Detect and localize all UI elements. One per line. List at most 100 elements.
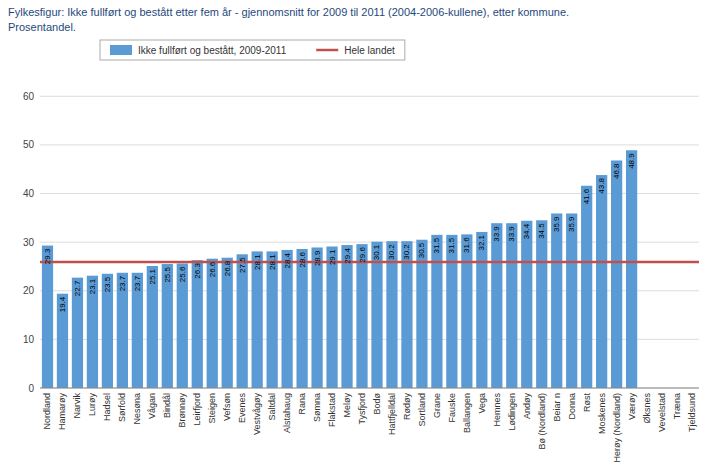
bar	[192, 260, 203, 388]
data-label: 23.7	[133, 275, 142, 291]
bar	[551, 213, 562, 388]
data-label: 28.1	[253, 254, 262, 270]
y-tick-label: 30	[23, 237, 35, 248]
x-axis-line	[40, 388, 699, 389]
x-tick-label: Narvik	[72, 393, 82, 419]
grid-line	[40, 388, 699, 389]
x-tick-label: Vefsøn	[222, 393, 232, 421]
data-label: 25.5	[163, 266, 172, 282]
bar	[581, 186, 592, 388]
data-label: 26.6	[208, 261, 217, 277]
x-tick-label: Moskenes	[597, 393, 607, 435]
x-tick-label: Vågan	[147, 393, 157, 419]
y-tick-label: 60	[23, 91, 35, 102]
x-tick-label: Beiar n	[552, 393, 562, 422]
x-tick-label: Sømna	[312, 393, 322, 422]
bar	[296, 249, 307, 388]
bar	[252, 251, 263, 388]
legend-frame	[100, 40, 405, 60]
x-tick-label: Tjeldsund	[687, 393, 697, 432]
x-tick-label: Fauske	[447, 393, 457, 423]
data-label: 33.9	[507, 226, 516, 242]
data-label: 23.1	[88, 278, 97, 294]
legend-swatch	[316, 49, 338, 52]
data-label: 26.3	[193, 263, 202, 279]
x-tick-label: Hadsel	[102, 393, 112, 421]
data-label: 22.7	[73, 280, 82, 296]
data-label: 32.1	[477, 234, 486, 250]
data-label: 30.1	[372, 244, 381, 260]
legend-swatch	[110, 45, 132, 55]
x-tick-label: Andøy	[522, 393, 532, 420]
data-label: 27.5	[238, 257, 247, 273]
bar	[267, 251, 278, 388]
bar	[42, 246, 53, 388]
bar	[326, 247, 337, 388]
x-tick-label: Øksnes	[642, 393, 652, 424]
x-tick-label: Vevelstad	[657, 393, 667, 432]
y-tick-label: 40	[23, 188, 35, 199]
legend-label: Ikke fullført og bestått, 2009-2011	[138, 45, 287, 56]
legend: Ikke fullført og bestått, 2009-2011 Hele …	[100, 40, 405, 60]
bar	[461, 234, 472, 388]
data-label: 29.3	[43, 248, 52, 264]
data-label: 19.4	[58, 296, 67, 312]
data-label: 26.8	[223, 260, 232, 276]
bar	[282, 250, 293, 388]
x-tick-label: Herøy (Nordland)	[612, 393, 622, 463]
data-label: 30.2	[387, 244, 396, 260]
data-label: 28.4	[283, 252, 292, 268]
x-tick-label: Hamarøy	[57, 393, 67, 431]
data-label: 31.6	[462, 237, 471, 253]
x-tick-label: Grane	[432, 393, 442, 418]
bar	[57, 294, 68, 388]
x-tick-label: Evenes	[237, 393, 247, 424]
x-tick-label: Rana	[297, 393, 307, 415]
data-label: 29.4	[343, 248, 352, 264]
data-label: 48.9	[627, 153, 636, 169]
data-label: 30.2	[402, 244, 411, 260]
data-label: 30.5	[417, 242, 426, 258]
x-tick-label: Rødøy	[402, 393, 412, 421]
data-label: 35.9	[567, 216, 576, 232]
grid-line	[40, 96, 699, 97]
title: Fylkesfigur: Ikke fullført og bestått et…	[8, 6, 569, 18]
bar	[626, 150, 637, 388]
x-tick-label: Sørfold	[117, 393, 127, 422]
subtitle: Prosentandel.	[8, 21, 76, 33]
x-tick-label: Røst	[582, 393, 592, 412]
data-label: 41.6	[582, 188, 591, 204]
x-tick-label: Lurøy	[87, 393, 97, 417]
data-label: 31.5	[432, 237, 441, 253]
x-tick-label: Træna	[672, 393, 682, 419]
legend-label: Hele landet	[344, 45, 395, 56]
bar	[177, 264, 188, 388]
bar	[72, 278, 83, 388]
x-tick-label: Leirfjord	[192, 393, 202, 426]
bar	[611, 160, 622, 388]
bar	[162, 264, 173, 388]
bar	[237, 254, 248, 388]
data-label: 46.8	[612, 163, 621, 179]
x-tick-label: Lødingen	[507, 393, 517, 431]
plot-area	[40, 150, 699, 388]
chart: Fylkesfigur: Ikke fullført og bestått et…	[0, 0, 707, 472]
x-tick-label: Tysfjord	[357, 393, 367, 425]
data-label: 34.4	[522, 223, 531, 239]
data-label: 34.5	[537, 223, 546, 239]
data-label: 31.5	[447, 237, 456, 253]
bar	[476, 232, 487, 388]
data-label: 43.8	[597, 178, 606, 194]
x-tick-label: Bindål	[162, 393, 172, 418]
bar	[566, 213, 577, 388]
x-tick-label: Saltdal	[267, 393, 277, 421]
reference-line	[40, 261, 699, 264]
y-tick-label: 10	[23, 334, 35, 345]
grid-line	[40, 144, 699, 145]
x-tick-label: Vestvågøy	[252, 393, 262, 436]
x-tick-label: Ballangen	[462, 393, 472, 433]
bar	[102, 274, 113, 388]
bar	[446, 235, 457, 388]
bar	[117, 273, 128, 388]
bar	[207, 259, 218, 388]
